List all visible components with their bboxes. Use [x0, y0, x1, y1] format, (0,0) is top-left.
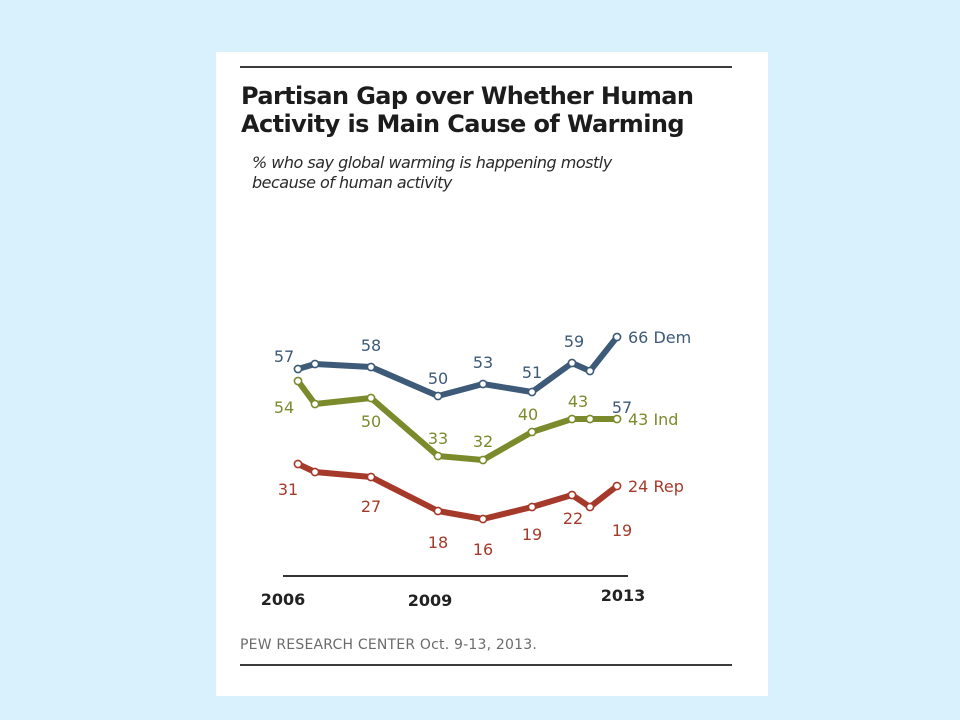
- series-layer: [293, 332, 622, 524]
- data-point-rep: [310, 467, 320, 477]
- data-point-dem: [585, 366, 595, 376]
- data-point-rep: [612, 481, 622, 491]
- data-point-ind: [366, 393, 376, 403]
- data-label-dem: 51: [522, 363, 542, 382]
- data-point-rep: [433, 506, 443, 516]
- chart-subtitle-line-2: because of human activity: [252, 173, 452, 192]
- data-point-rep: [567, 490, 577, 500]
- data-point-dem: [567, 358, 577, 368]
- top-rule: [240, 66, 732, 68]
- data-label-dem: 59: [564, 332, 584, 351]
- data-label-ind: 50: [361, 412, 381, 431]
- data-point-ind: [527, 427, 537, 437]
- data-label-rep: 27: [361, 497, 381, 516]
- series-end-label-ind: 43 Ind: [628, 410, 678, 429]
- data-label-rep: 16: [473, 540, 493, 559]
- data-point-dem: [478, 379, 488, 389]
- chart-title: Partisan Gap over Whether Human Activity…: [241, 82, 751, 138]
- data-point-rep: [293, 459, 303, 469]
- data-label-dem: 58: [361, 336, 381, 355]
- series-end-label-dem: 66 Dem: [628, 328, 691, 347]
- line-chart: 57 58 50 53 51 59 57 66 Dem 54 50 33 32 40 43 43 Ind 31…: [261, 328, 691, 610]
- data-point-ind: [478, 455, 488, 465]
- bottom-rule: [240, 664, 732, 666]
- data-label-rep: 18: [428, 533, 448, 552]
- data-label-rep: 31: [278, 480, 298, 499]
- data-point-ind: [612, 414, 622, 424]
- data-label-rep: 19: [522, 525, 542, 544]
- data-point-dem: [433, 391, 443, 401]
- x-tick-label: 2009: [408, 591, 453, 610]
- data-point-ind: [293, 376, 303, 386]
- data-label-ind: 43: [568, 392, 588, 411]
- data-label-dem: 50: [428, 369, 448, 388]
- data-label-rep: 19: [612, 521, 632, 540]
- data-point-ind: [310, 399, 320, 409]
- data-label-dem: 57: [612, 398, 632, 417]
- data-label-dem: 53: [473, 353, 493, 372]
- data-point-ind: [585, 414, 595, 424]
- data-point-dem: [527, 387, 537, 397]
- data-point-rep: [366, 472, 376, 482]
- data-point-ind: [433, 451, 443, 461]
- label-layer: 57 58 50 53 51 59 57 66 Dem 54 50 33 32 40 43 43 Ind 31…: [261, 328, 691, 610]
- chart-title-line-2: Activity is Main Cause of Warming: [241, 110, 685, 138]
- chart-title-line-1: Partisan Gap over Whether Human: [241, 82, 694, 110]
- data-point-rep: [585, 502, 595, 512]
- data-point-rep: [527, 502, 537, 512]
- series-end-label-rep: 24 Rep: [628, 477, 684, 496]
- data-point-ind: [567, 414, 577, 424]
- source-note: PEW RESEARCH CENTER Oct. 9-13, 2013.: [240, 637, 537, 653]
- data-label-ind: 54: [274, 398, 294, 417]
- x-tick-label: 2013: [601, 586, 646, 605]
- chart-subtitle: % who say global warming is happening mo…: [252, 153, 732, 193]
- data-point-dem: [366, 362, 376, 372]
- data-label-rep: 22: [563, 509, 583, 528]
- data-point-dem: [293, 364, 303, 374]
- data-point-rep: [478, 514, 488, 524]
- data-label-ind: 32: [473, 432, 493, 451]
- data-label-dem: 57: [274, 347, 294, 366]
- data-label-ind: 40: [518, 405, 538, 424]
- data-label-ind: 33: [428, 429, 448, 448]
- data-point-dem: [310, 359, 320, 369]
- chart-card: Partisan Gap over Whether Human Activity…: [216, 52, 768, 696]
- x-tick-label: 2006: [261, 590, 306, 609]
- chart-subtitle-line-1: % who say global warming is happening mo…: [252, 153, 612, 172]
- data-point-dem: [612, 332, 622, 342]
